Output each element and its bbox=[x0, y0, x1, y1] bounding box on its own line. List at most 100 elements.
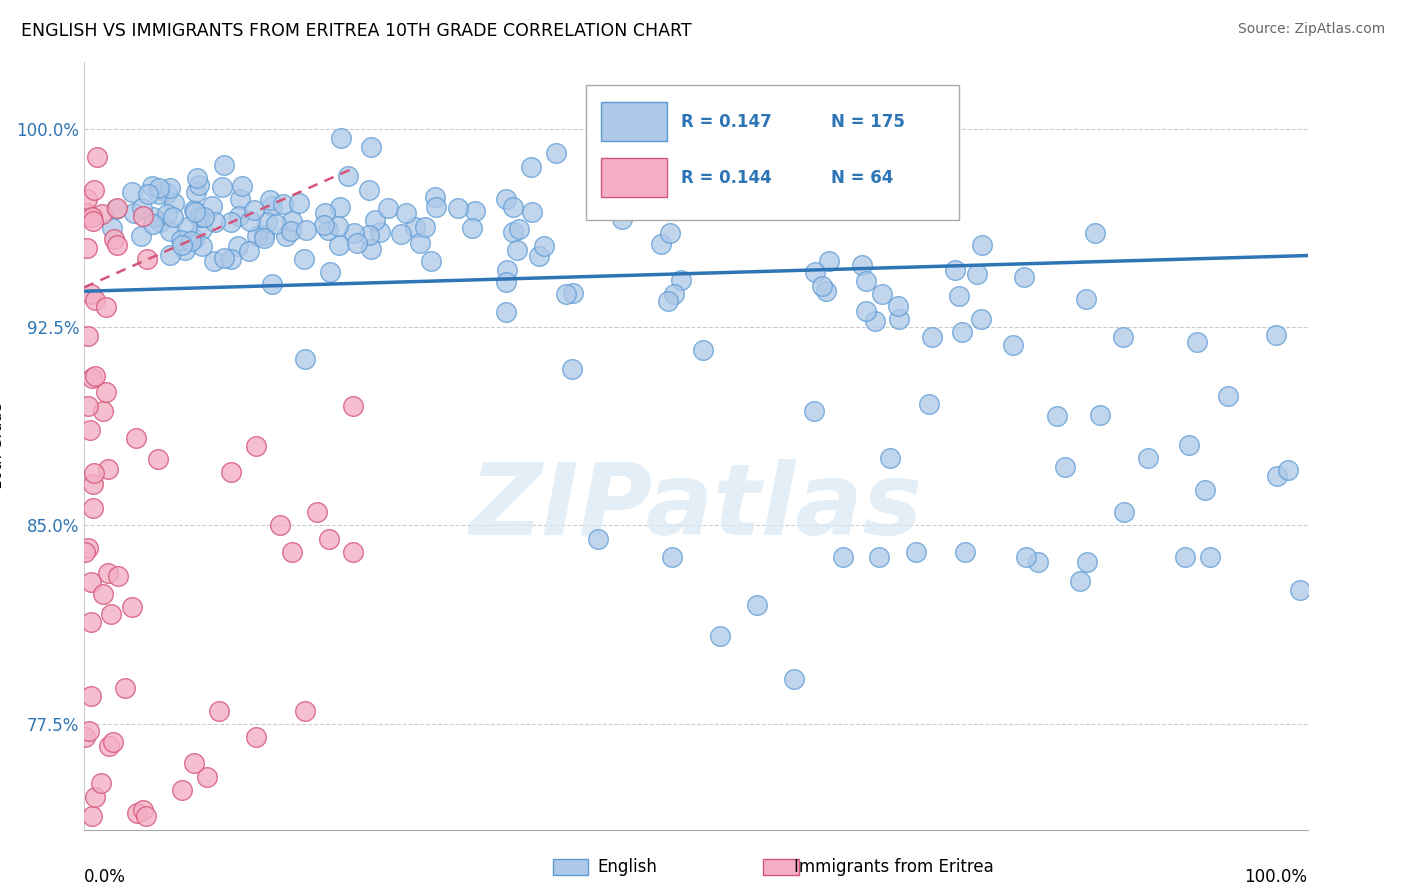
Point bbox=[131, 201, 153, 215]
Point bbox=[360, 139, 382, 153]
Point bbox=[82, 370, 104, 384]
Point bbox=[969, 311, 991, 326]
Point bbox=[187, 210, 209, 224]
Point bbox=[863, 313, 886, 327]
Point bbox=[419, 254, 441, 268]
Text: 100.0%: 100.0% bbox=[1244, 869, 1308, 887]
Point bbox=[184, 205, 207, 219]
Point bbox=[747, 598, 769, 612]
Point bbox=[945, 262, 967, 277]
Point bbox=[195, 770, 218, 784]
Point bbox=[1001, 338, 1024, 352]
Point bbox=[337, 169, 360, 184]
Point bbox=[86, 150, 108, 164]
Point bbox=[1046, 409, 1069, 423]
Point bbox=[1194, 483, 1216, 498]
Point bbox=[121, 185, 143, 199]
Point bbox=[1265, 469, 1288, 483]
FancyBboxPatch shape bbox=[600, 103, 666, 142]
Point bbox=[75, 730, 97, 744]
Point bbox=[495, 305, 517, 319]
Point bbox=[202, 254, 225, 268]
Point bbox=[148, 186, 170, 201]
Point bbox=[342, 400, 364, 414]
Point bbox=[148, 181, 170, 195]
Point bbox=[76, 192, 98, 206]
Point bbox=[219, 215, 242, 229]
Point bbox=[1088, 408, 1111, 422]
Point bbox=[91, 403, 114, 417]
Point bbox=[104, 202, 127, 216]
Point bbox=[1137, 451, 1160, 466]
Point bbox=[252, 231, 274, 245]
Point bbox=[671, 273, 693, 287]
Point bbox=[239, 214, 262, 228]
Point bbox=[921, 330, 943, 344]
Point bbox=[79, 423, 101, 437]
Point bbox=[887, 312, 910, 326]
Point bbox=[288, 196, 311, 211]
Point bbox=[193, 211, 215, 225]
Point bbox=[91, 587, 114, 601]
Point bbox=[80, 210, 103, 224]
Point bbox=[292, 252, 315, 267]
Point bbox=[953, 545, 976, 559]
Point bbox=[162, 210, 184, 224]
Point bbox=[404, 220, 426, 235]
Point bbox=[1112, 329, 1135, 343]
Point bbox=[127, 805, 149, 820]
Point bbox=[184, 185, 207, 199]
Point bbox=[245, 730, 267, 744]
Point bbox=[887, 299, 910, 313]
Point bbox=[395, 206, 418, 220]
Point bbox=[97, 461, 120, 475]
Point bbox=[661, 550, 683, 565]
Point bbox=[496, 262, 519, 277]
Point bbox=[243, 202, 266, 217]
Point bbox=[357, 228, 380, 243]
Text: 0.0%: 0.0% bbox=[84, 869, 127, 887]
Point bbox=[905, 545, 928, 559]
Point bbox=[918, 397, 941, 411]
Point bbox=[343, 226, 366, 240]
Point bbox=[259, 194, 281, 208]
Point bbox=[281, 214, 304, 228]
Point bbox=[141, 178, 163, 193]
Point bbox=[82, 476, 104, 491]
Point bbox=[502, 200, 524, 214]
Text: R = 0.144: R = 0.144 bbox=[682, 169, 772, 187]
Point bbox=[328, 237, 350, 252]
Point bbox=[357, 183, 380, 197]
Point bbox=[226, 239, 249, 253]
Point bbox=[276, 229, 298, 244]
Point bbox=[554, 286, 576, 301]
Point bbox=[132, 209, 155, 223]
Point bbox=[329, 130, 352, 145]
Point bbox=[148, 215, 170, 229]
Point bbox=[650, 237, 672, 252]
Point bbox=[253, 227, 276, 242]
Point bbox=[212, 251, 235, 265]
Point bbox=[1076, 555, 1098, 569]
Point bbox=[246, 228, 269, 243]
Point bbox=[170, 233, 193, 247]
Point bbox=[869, 550, 891, 565]
Point bbox=[172, 783, 194, 797]
Point bbox=[855, 304, 877, 318]
Bar bbox=[553, 858, 588, 874]
Point bbox=[425, 200, 447, 214]
Point bbox=[950, 325, 973, 339]
Point bbox=[804, 265, 827, 279]
Point bbox=[533, 238, 555, 252]
Point bbox=[91, 207, 114, 221]
Point bbox=[183, 756, 205, 771]
Point bbox=[170, 238, 193, 252]
Point bbox=[107, 568, 129, 582]
Point bbox=[114, 681, 136, 695]
Point bbox=[125, 431, 148, 445]
Point bbox=[260, 199, 283, 213]
Point bbox=[1185, 334, 1208, 349]
Point bbox=[972, 237, 994, 252]
Text: N = 175: N = 175 bbox=[831, 113, 904, 131]
Point bbox=[900, 115, 922, 129]
